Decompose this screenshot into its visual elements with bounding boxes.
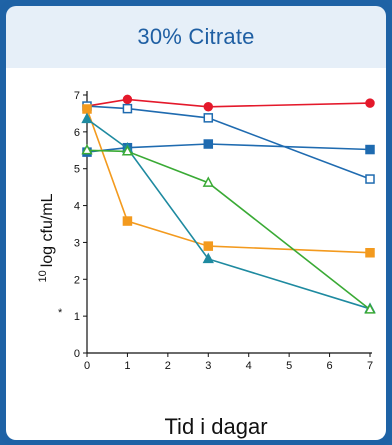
data-point [202, 252, 214, 264]
y-tick-label: 6 [74, 127, 80, 139]
y-tick-label: 5 [74, 164, 80, 176]
data-point [121, 145, 134, 156]
y-axis-label-sup: 10 [37, 270, 49, 282]
data-point [365, 247, 375, 258]
y-tick-label: 4 [74, 201, 80, 213]
data-point [203, 139, 214, 149]
y-axis-label: 10 log cfu/mL [37, 193, 56, 282]
data-point [203, 102, 214, 112]
data-point [365, 98, 375, 108]
x-tick-label: 1 [124, 360, 130, 372]
y-tick-label: 3 [74, 237, 80, 249]
data-point [122, 94, 133, 105]
y-tick-label: 0 [74, 348, 80, 360]
y-tick-label: 7 [74, 90, 80, 102]
data-point [81, 112, 93, 124]
x-axis-label: Tid i dagar [164, 414, 267, 439]
data-point [365, 174, 375, 184]
chart-axes: 0 1 2 3 4 5 6 7 0 1 2 3 4 5 6 7 [74, 90, 373, 372]
series-line [86, 105, 371, 180]
data-point [202, 176, 214, 187]
y-axis-label-main: log cfu/mL [39, 193, 56, 267]
data-point [203, 113, 214, 123]
data-point [122, 216, 133, 226]
y-tick-label: 1 [74, 311, 80, 323]
series-line [86, 143, 371, 153]
chart-panel [6, 68, 386, 440]
x-tick-label: 5 [286, 360, 292, 372]
chart-title: 30% Citrate [6, 6, 386, 68]
data-point [365, 144, 375, 155]
chart-series [81, 94, 376, 314]
x-tick-label: 4 [246, 360, 252, 372]
data-point [81, 143, 93, 155]
data-point [203, 241, 214, 251]
series-6 [81, 143, 376, 314]
x-tick-label: 3 [205, 360, 211, 372]
x-tick-label: 6 [327, 360, 333, 372]
data-point [122, 103, 133, 114]
x-tick-label: 2 [165, 360, 171, 372]
series-line [86, 98, 371, 108]
series-line [86, 149, 371, 311]
y-axis-marker: * [58, 307, 63, 319]
x-tick-label: 0 [84, 360, 90, 372]
x-tick-label: 7 [367, 360, 373, 372]
series-2 [82, 101, 375, 184]
series-line [86, 118, 371, 310]
series-line [86, 108, 371, 254]
data-point [82, 104, 92, 114]
y-tick-label: 2 [74, 274, 80, 286]
data-point [364, 303, 376, 314]
series-4 [82, 104, 375, 258]
